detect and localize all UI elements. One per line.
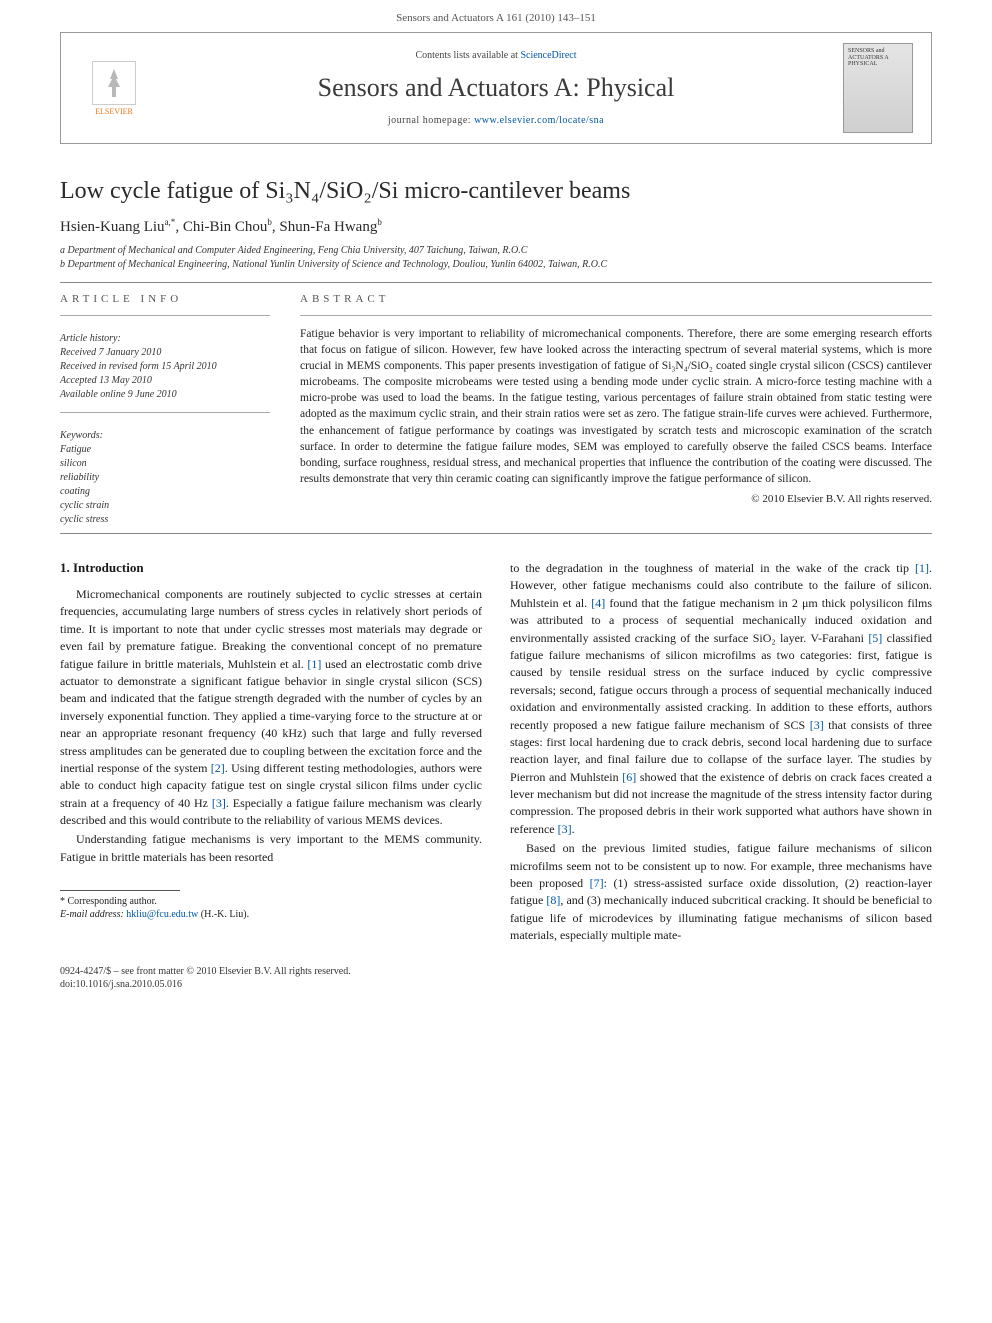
ref-2[interactable]: [2]	[211, 761, 225, 775]
keyword-3: reliability	[60, 471, 270, 485]
front-matter-line: 0924-4247/$ – see front matter © 2010 El…	[60, 965, 932, 978]
author-3: , Shun-Fa Hwang	[272, 219, 377, 235]
body-column-left: 1. Introduction Micromechanical componen…	[60, 560, 482, 947]
info-divider-2	[60, 412, 270, 413]
ref-4[interactable]: [4]	[591, 596, 605, 610]
journal-name: Sensors and Actuators A: Physical	[149, 73, 843, 103]
affiliation-b: b Department of Mechanical Engineering, …	[60, 258, 932, 272]
ref-1[interactable]: [1]	[307, 657, 321, 671]
info-abstract-row: article info Article history: Received 7…	[60, 293, 932, 527]
homepage-line: journal homepage: www.elsevier.com/locat…	[149, 115, 843, 126]
intro-para-3: to the degradation in the toughness of m…	[510, 560, 932, 838]
email-link[interactable]: hkliu@fcu.edu.tw	[126, 909, 198, 920]
corresponding-author-note: * Corresponding author.	[60, 895, 482, 908]
sciencedirect-link[interactable]: ScienceDirect	[520, 50, 576, 61]
ref-1b[interactable]: [1]	[915, 561, 929, 575]
article-info-label: article info	[60, 293, 270, 305]
abstract-column: abstract Fatigue behavior is very import…	[300, 293, 932, 527]
p3-seg-d: classified fatigue failure mechanisms of…	[510, 631, 932, 732]
info-divider-1	[60, 315, 270, 316]
history-revised: Received in revised form 15 April 2010	[60, 360, 270, 374]
ref-3[interactable]: [3]	[212, 796, 226, 810]
section-1-heading: 1. Introduction	[60, 560, 482, 576]
email-label: E-mail address:	[60, 909, 126, 920]
publisher-name: ELSEVIER	[95, 107, 133, 116]
affiliation-a: a Department of Mechanical and Computer …	[60, 244, 932, 258]
running-header: Sensors and Actuators A 161 (2010) 143–1…	[0, 0, 992, 32]
journal-cover-thumb: SENSORS and ACTUATORS A PHYSICAL	[843, 43, 913, 133]
article-history: Article history: Received 7 January 2010…	[60, 326, 270, 402]
contents-line: Contents lists available at ScienceDirec…	[149, 50, 843, 61]
contents-prefix: Contents lists available at	[415, 50, 520, 61]
authors-line: Hsien-Kuang Liua,*, Chi-Bin Chou b, Shun-…	[60, 217, 932, 236]
ref-5[interactable]: [5]	[868, 631, 882, 645]
history-accepted: Accepted 13 May 2010	[60, 374, 270, 388]
article-info-column: article info Article history: Received 7…	[60, 293, 270, 527]
author-1: Hsien-Kuang Liu	[60, 219, 165, 235]
p4-seg-c: , and (3) mechanically induced subcritic…	[510, 893, 932, 942]
author-2: , Chi-Bin Chou	[175, 219, 267, 235]
p3-seg-a: to the degradation in the toughness of m…	[510, 561, 915, 575]
keywords-block: Keywords: Fatigue silicon reliability co…	[60, 423, 270, 527]
history-online: Available online 9 June 2010	[60, 388, 270, 402]
abstract-label: abstract	[300, 293, 932, 305]
intro-para-2: Understanding fatigue mechanisms is very…	[60, 831, 482, 866]
author-1-affil: a,*	[165, 217, 176, 227]
elsevier-tree-icon	[92, 61, 136, 105]
ref-7[interactable]: [7]	[590, 876, 604, 890]
history-received: Received 7 January 2010	[60, 346, 270, 360]
homepage-prefix: journal homepage:	[388, 115, 474, 126]
doi-line: doi:10.1016/j.sna.2010.05.016	[60, 978, 932, 991]
keyword-1: Fatigue	[60, 443, 270, 457]
email-footnote: E-mail address: hkliu@fcu.edu.tw (H.-K. …	[60, 908, 482, 921]
article-title: Low cycle fatigue of Si₃N₄/SiO₂/Si micro…	[60, 178, 932, 205]
ref-3c[interactable]: [3]	[558, 822, 572, 836]
keywords-header: Keywords:	[60, 429, 270, 443]
keyword-2: silicon	[60, 457, 270, 471]
footnote-separator	[60, 890, 180, 891]
history-header: Article history:	[60, 332, 270, 346]
body-columns: 1. Introduction Micromechanical componen…	[60, 560, 932, 947]
email-suffix: (H.-K. Liu).	[198, 909, 249, 920]
affiliations: a Department of Mechanical and Computer …	[60, 244, 932, 272]
p3-seg-g: .	[572, 822, 575, 836]
abstract-divider	[300, 315, 932, 316]
intro-para-1: Micromechanical components are routinely…	[60, 586, 482, 829]
publisher-logo: ELSEVIER	[79, 61, 149, 116]
journal-center: Contents lists available at ScienceDirec…	[149, 50, 843, 126]
divider-top	[60, 282, 932, 283]
p1-seg-b: used an electrostatic comb drive actuato…	[60, 657, 482, 775]
abstract-copyright: © 2010 Elsevier B.V. All rights reserved…	[300, 493, 932, 505]
body-column-right: to the degradation in the toughness of m…	[510, 560, 932, 947]
keyword-5: cyclic strain	[60, 499, 270, 513]
keyword-6: cyclic stress	[60, 513, 270, 527]
journal-banner: ELSEVIER Contents lists available at Sci…	[60, 32, 932, 144]
homepage-link[interactable]: www.elsevier.com/locate/sna	[474, 115, 604, 126]
intro-para-4: Based on the previous limited studies, f…	[510, 840, 932, 944]
ref-3b[interactable]: [3]	[810, 718, 824, 732]
author-3-affil: b	[377, 217, 382, 227]
abstract-text: Fatigue behavior is very important to re…	[300, 326, 932, 487]
keyword-4: coating	[60, 485, 270, 499]
ref-8[interactable]: [8]	[546, 893, 560, 907]
divider-bottom	[60, 533, 932, 534]
ref-6[interactable]: [6]	[622, 770, 636, 784]
